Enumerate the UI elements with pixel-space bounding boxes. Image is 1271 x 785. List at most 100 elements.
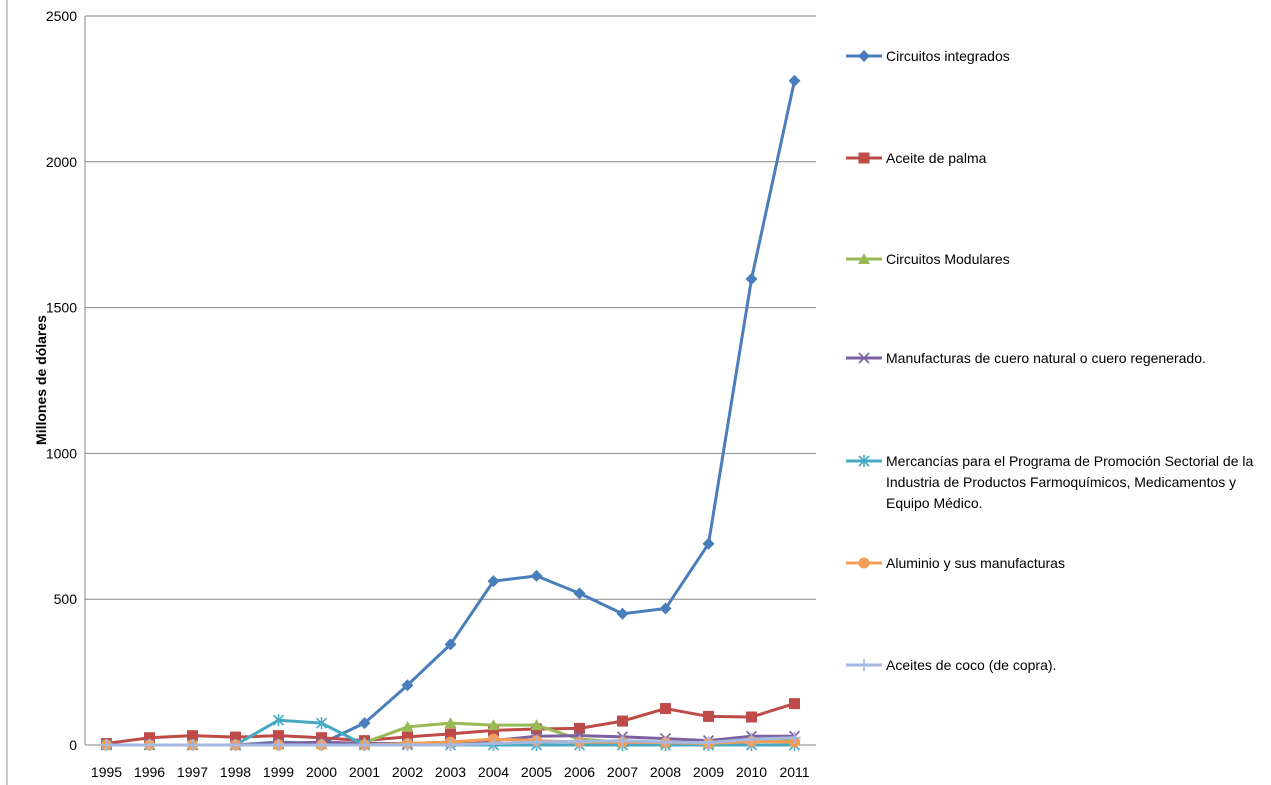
legend-label: Manufacturas de cuero natural o cuero re… bbox=[886, 350, 1206, 366]
data-point bbox=[616, 734, 629, 747]
data-point bbox=[358, 717, 371, 730]
data-point bbox=[659, 602, 672, 615]
data-point bbox=[186, 739, 199, 751]
legend-item: Circuitos integrados bbox=[846, 48, 1010, 64]
data-point bbox=[788, 731, 801, 744]
series-7 bbox=[100, 731, 801, 751]
x-tick-label: 1999 bbox=[263, 764, 294, 780]
x-tick-label: 2011 bbox=[779, 764, 809, 780]
legend-label: Mercancías para el Programa de Promoción… bbox=[886, 453, 1254, 511]
data-point bbox=[402, 731, 413, 743]
data-point bbox=[273, 730, 284, 742]
data-point bbox=[315, 717, 328, 730]
data-point bbox=[703, 710, 714, 722]
legend: Circuitos integrados Aceite de palma Circu… bbox=[846, 48, 1254, 673]
data-point bbox=[659, 736, 672, 749]
data-point bbox=[444, 739, 457, 751]
data-point bbox=[229, 739, 242, 751]
legend-marker bbox=[858, 352, 870, 364]
data-point bbox=[444, 638, 457, 651]
legend-marker bbox=[858, 253, 870, 264]
legend-marker bbox=[858, 152, 870, 164]
y-tick-label: 2000 bbox=[46, 154, 77, 170]
y-tick-label: 0 bbox=[69, 737, 77, 753]
legend-label: Aceite de palma bbox=[886, 150, 987, 166]
legend-label: Aceites de coco (de copra). bbox=[886, 657, 1056, 673]
series-1 bbox=[100, 74, 801, 751]
legend-item: Aceites de coco (de copra). bbox=[846, 657, 1056, 673]
data-point bbox=[617, 715, 628, 727]
x-tick-label: 2006 bbox=[564, 764, 595, 780]
data-point bbox=[487, 575, 500, 588]
data-point bbox=[358, 739, 371, 751]
data-point bbox=[702, 736, 715, 749]
data-point bbox=[487, 719, 500, 731]
data-point bbox=[401, 720, 414, 732]
data-point bbox=[745, 733, 758, 746]
data-point bbox=[530, 719, 543, 731]
data-point bbox=[445, 728, 456, 740]
data-point bbox=[530, 736, 543, 749]
x-tick-label: 2007 bbox=[607, 764, 638, 780]
data-point bbox=[272, 739, 285, 751]
data-point bbox=[702, 537, 715, 550]
legend-item: Aluminio y sus manufacturas bbox=[846, 555, 1065, 571]
legend-label: Circuitos Modulares bbox=[886, 251, 1010, 267]
data-point bbox=[788, 74, 801, 87]
x-tick-label: 1995 bbox=[91, 764, 122, 780]
x-tick-label: 1996 bbox=[134, 764, 165, 780]
x-tick-label: 2001 bbox=[349, 764, 380, 780]
data-point bbox=[574, 722, 585, 734]
data-point bbox=[272, 714, 285, 727]
x-tick-label: 2005 bbox=[521, 764, 552, 780]
x-tick-label: 2004 bbox=[478, 764, 509, 780]
legend-marker bbox=[858, 659, 870, 671]
data-point bbox=[745, 273, 758, 286]
data-point bbox=[144, 732, 155, 744]
x-tick-label: 2008 bbox=[650, 764, 681, 780]
data-point bbox=[573, 587, 586, 600]
x-tick-label: 2010 bbox=[736, 764, 767, 780]
data-point bbox=[573, 735, 586, 748]
legend-marker bbox=[858, 50, 870, 62]
data-point bbox=[530, 569, 543, 582]
y-tick-labels: 0 500 1000 1500 2000 2500 bbox=[46, 8, 77, 753]
data-point bbox=[230, 731, 241, 743]
data-point bbox=[143, 739, 156, 751]
y-tick-label: 1000 bbox=[46, 445, 77, 461]
x-tick-label: 2000 bbox=[306, 764, 337, 780]
data-point bbox=[789, 698, 800, 710]
data-point bbox=[616, 607, 629, 620]
data-point bbox=[660, 703, 671, 715]
data-point bbox=[187, 730, 198, 742]
gridlines bbox=[85, 15, 816, 600]
x-tick-label: 1998 bbox=[220, 764, 251, 780]
data-point bbox=[100, 739, 113, 751]
y-tick-label: 500 bbox=[54, 591, 78, 607]
data-point bbox=[487, 737, 500, 750]
y-tick-label: 1500 bbox=[46, 300, 77, 316]
data-point bbox=[488, 724, 499, 736]
data-point bbox=[316, 732, 327, 744]
legend-marker bbox=[858, 557, 870, 569]
series-group bbox=[100, 74, 801, 751]
legend-item: Mercancías para el Programa de Promoción… bbox=[846, 453, 1254, 511]
legend-label: Aluminio y sus manufacturas bbox=[886, 555, 1065, 571]
data-point bbox=[401, 739, 414, 751]
legend-label: Circuitos integrados bbox=[886, 48, 1010, 64]
data-point bbox=[315, 739, 328, 751]
legend-item: Circuitos Modulares bbox=[846, 251, 1010, 267]
data-point bbox=[444, 717, 457, 729]
x-tick-label: 2009 bbox=[693, 764, 724, 780]
x-tick-label: 2003 bbox=[435, 764, 466, 780]
data-point bbox=[746, 711, 757, 723]
x-tick-labels: 1995 1996 1997 1998 1999 2000 2001 2002 2003 2004… bbox=[91, 764, 810, 780]
legend-marker bbox=[858, 455, 870, 467]
y-tick-label: 2500 bbox=[46, 8, 77, 24]
data-point bbox=[401, 679, 414, 692]
x-tick-label: 1997 bbox=[177, 764, 208, 780]
y-axis-label: Millones de dólares bbox=[33, 315, 49, 445]
x-tick-label: 2002 bbox=[392, 764, 423, 780]
legend-item: Manufacturas de cuero natural o cuero re… bbox=[846, 350, 1206, 366]
